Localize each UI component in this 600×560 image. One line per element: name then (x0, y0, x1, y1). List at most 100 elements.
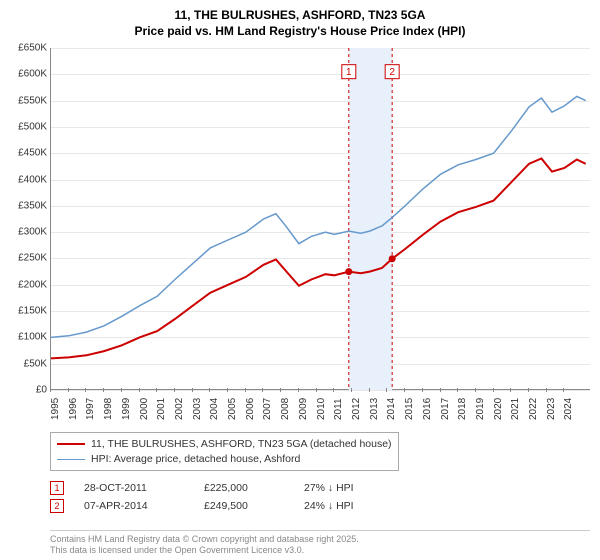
x-axis-label: 2018 (457, 398, 468, 420)
x-tick (422, 388, 423, 392)
x-axis-label: 2005 (227, 398, 238, 420)
x-tick (457, 388, 458, 392)
row2-price: £249,500 (204, 500, 294, 512)
x-axis-label: 2004 (209, 398, 220, 420)
x-tick (316, 388, 317, 392)
x-tick (227, 388, 228, 392)
chart-container: 11, THE BULRUSHES, ASHFORD, TN23 5GA Pri… (0, 0, 600, 560)
x-axis-label: 2003 (192, 398, 203, 420)
svg-text:1: 1 (346, 67, 352, 78)
x-axis-label: 2012 (351, 398, 362, 420)
x-axis-label: 2024 (563, 398, 574, 420)
legend-and-data: 11, THE BULRUSHES, ASHFORD, TN23 5GA (de… (50, 432, 590, 515)
x-tick (174, 388, 175, 392)
x-axis-label: 2011 (333, 398, 344, 420)
marker-1-icon: 1 (50, 481, 64, 495)
x-axis-label: 2002 (174, 398, 185, 420)
x-tick (245, 388, 246, 392)
swatch-red (57, 443, 85, 445)
y-axis-label: £400K (3, 174, 47, 185)
row1-delta: 27% ↓ HPI (304, 482, 414, 494)
x-axis-label: 2019 (475, 398, 486, 420)
y-axis-label: £150K (3, 306, 47, 317)
x-tick (85, 388, 86, 392)
x-axis-label: 2000 (139, 398, 150, 420)
x-axis-label: 2013 (369, 398, 380, 420)
x-tick (510, 388, 511, 392)
x-axis-label: 2008 (280, 398, 291, 420)
y-axis-label: £50K (3, 358, 47, 369)
x-axis-label: 2001 (156, 398, 167, 420)
x-axis-label: 2017 (440, 398, 451, 420)
legend-row-red: 11, THE BULRUSHES, ASHFORD, TN23 5GA (de… (57, 437, 392, 452)
x-tick (139, 388, 140, 392)
x-tick (298, 388, 299, 392)
footer: Contains HM Land Registry data © Crown c… (50, 530, 590, 556)
chart-area: £0£50K£100K£150K£200K£250K£300K£350K£400… (50, 48, 590, 390)
x-axis-label: 2014 (386, 398, 397, 420)
y-axis-label: £350K (3, 200, 47, 211)
x-tick (386, 388, 387, 392)
x-tick (351, 388, 352, 392)
x-tick (121, 388, 122, 392)
x-tick (369, 388, 370, 392)
x-axis-label: 1998 (103, 398, 114, 420)
y-axis-label: £100K (3, 332, 47, 343)
x-tick (103, 388, 104, 392)
x-axis-label: 1997 (85, 398, 96, 420)
x-tick (156, 388, 157, 392)
y-axis-label: £650K (3, 43, 47, 54)
x-tick (262, 388, 263, 392)
x-axis-label: 1999 (121, 398, 132, 420)
y-axis-label: £250K (3, 253, 47, 264)
x-tick (528, 388, 529, 392)
x-tick (280, 388, 281, 392)
x-tick (50, 388, 51, 392)
x-axis-label: 2015 (404, 398, 415, 420)
x-tick (475, 388, 476, 392)
data-table: 1 28-OCT-2011 £225,000 27% ↓ HPI 2 07-AP… (50, 479, 590, 515)
legend-label-red: 11, THE BULRUSHES, ASHFORD, TN23 5GA (de… (91, 437, 392, 452)
data-row-2: 2 07-APR-2014 £249,500 24% ↓ HPI (50, 497, 590, 515)
title-line2: Price paid vs. HM Land Registry's House … (0, 24, 600, 40)
x-axis-labels: 1995 1996 1997 1998 1999 2000 2001 2002 2003 2004… (50, 392, 590, 432)
row2-delta: 24% ↓ HPI (304, 500, 414, 512)
footer-line1: Contains HM Land Registry data © Crown c… (50, 534, 590, 545)
x-axis-label: 2010 (316, 398, 327, 420)
ygrid-line (51, 390, 590, 391)
marker-2-icon: 2 (50, 499, 64, 513)
x-tick (563, 388, 564, 392)
swatch-blue (57, 459, 85, 460)
legend-box: 11, THE BULRUSHES, ASHFORD, TN23 5GA (de… (50, 432, 399, 471)
x-tick (404, 388, 405, 392)
y-axis-label: £300K (3, 227, 47, 238)
y-axis-label: £0 (3, 385, 47, 396)
svg-text:2: 2 (389, 67, 395, 78)
x-tick (546, 388, 547, 392)
x-axis-label: 1996 (68, 398, 79, 420)
row2-date: 07-APR-2014 (84, 500, 194, 512)
plot-svg: 12 (51, 48, 591, 390)
x-tick (68, 388, 69, 392)
x-axis-label: 2009 (298, 398, 309, 420)
y-axis-label: £550K (3, 95, 47, 106)
x-tick (493, 388, 494, 392)
x-tick (333, 388, 334, 392)
title-block: 11, THE BULRUSHES, ASHFORD, TN23 5GA Pri… (0, 0, 600, 39)
x-axis-label: 2016 (422, 398, 433, 420)
x-axis-label: 2020 (493, 398, 504, 420)
row1-price: £225,000 (204, 482, 294, 494)
x-axis-label: 1995 (50, 398, 61, 420)
x-tick (192, 388, 193, 392)
footer-line2: This data is licensed under the Open Gov… (50, 545, 590, 556)
title-line1: 11, THE BULRUSHES, ASHFORD, TN23 5GA (0, 8, 600, 24)
y-axis-label: £450K (3, 148, 47, 159)
x-axis-label: 2021 (510, 398, 521, 420)
x-tick (440, 388, 441, 392)
y-axis-label: £500K (3, 121, 47, 132)
x-axis-label: 2023 (546, 398, 557, 420)
legend-label-blue: HPI: Average price, detached house, Ashf… (91, 452, 300, 467)
x-tick (209, 388, 210, 392)
row1-date: 28-OCT-2011 (84, 482, 194, 494)
x-axis-label: 2022 (528, 398, 539, 420)
